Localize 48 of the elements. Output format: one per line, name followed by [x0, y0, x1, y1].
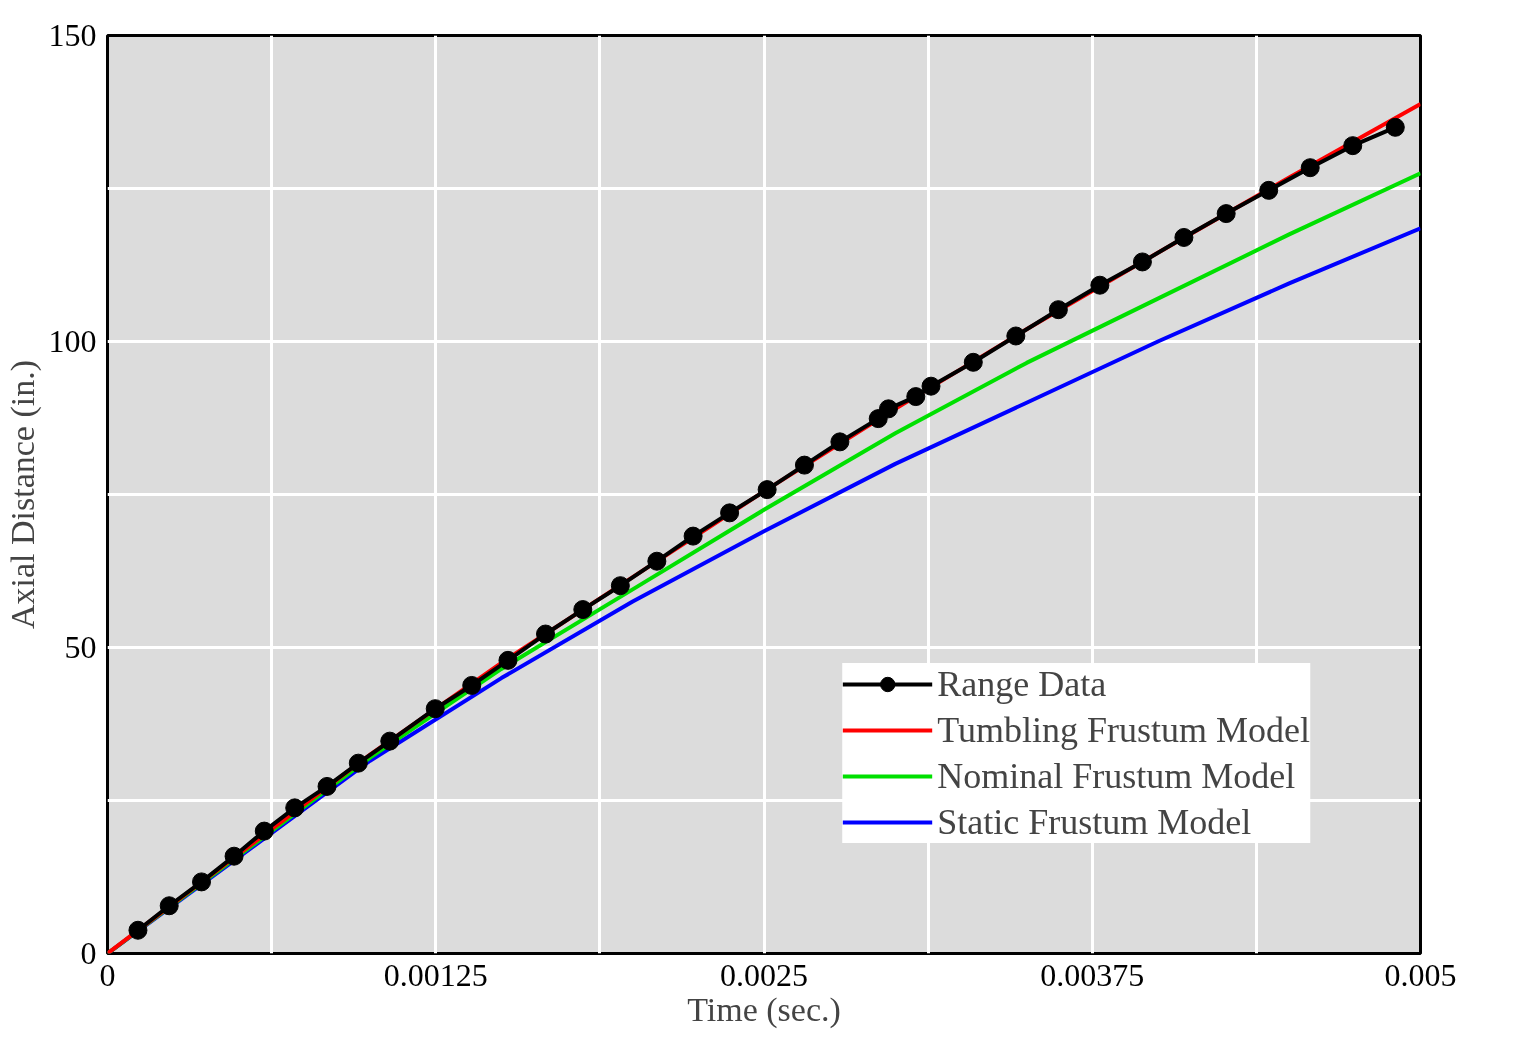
- y-tick-label: 150: [48, 17, 97, 53]
- point: [224, 846, 244, 866]
- y-axis-title: Axial Distance (in.): [3, 359, 42, 630]
- legend-label: Range Data: [937, 663, 1107, 705]
- point: [830, 432, 850, 452]
- x-tick-label: 0.0025: [720, 956, 808, 993]
- point: [1343, 136, 1363, 156]
- point: [317, 776, 337, 796]
- point: [128, 920, 148, 940]
- point: [1048, 300, 1068, 320]
- x-tick-label: 0.005: [1384, 956, 1457, 993]
- point: [757, 480, 777, 500]
- point: [348, 753, 368, 773]
- point: [192, 872, 212, 892]
- y-tick-label: 50: [64, 629, 97, 665]
- point: [1259, 180, 1279, 200]
- point: [963, 352, 983, 372]
- point: [878, 399, 898, 419]
- point: [1174, 227, 1194, 247]
- point: [1216, 204, 1236, 224]
- point: [573, 600, 593, 620]
- point: [794, 455, 814, 475]
- x-tick-label: 0.00375: [1040, 956, 1145, 993]
- point: [683, 526, 703, 546]
- point: [1090, 275, 1110, 295]
- point: [1385, 117, 1405, 137]
- point: [536, 624, 556, 644]
- legend-label: Nominal Frustum Model: [937, 755, 1296, 797]
- point: [380, 731, 400, 751]
- legend-label: Static Frustum Model: [937, 801, 1252, 843]
- x-tick-label: 0.00125: [383, 956, 488, 993]
- point: [425, 699, 445, 719]
- point: [647, 551, 667, 571]
- point: [921, 376, 941, 396]
- point: [610, 576, 630, 596]
- point: [462, 675, 482, 695]
- point: [720, 503, 740, 523]
- point: [906, 387, 926, 407]
- point: [1300, 158, 1320, 178]
- legend-label: Tumbling Frustum Model: [937, 709, 1310, 751]
- point: [498, 650, 518, 670]
- point: [159, 896, 179, 916]
- point: [254, 821, 274, 841]
- point: [1132, 252, 1152, 272]
- point: [285, 798, 305, 818]
- x-axis-title: Time (sec.): [687, 990, 841, 1029]
- point: [1006, 326, 1026, 346]
- y-tick-label: 100: [48, 323, 97, 359]
